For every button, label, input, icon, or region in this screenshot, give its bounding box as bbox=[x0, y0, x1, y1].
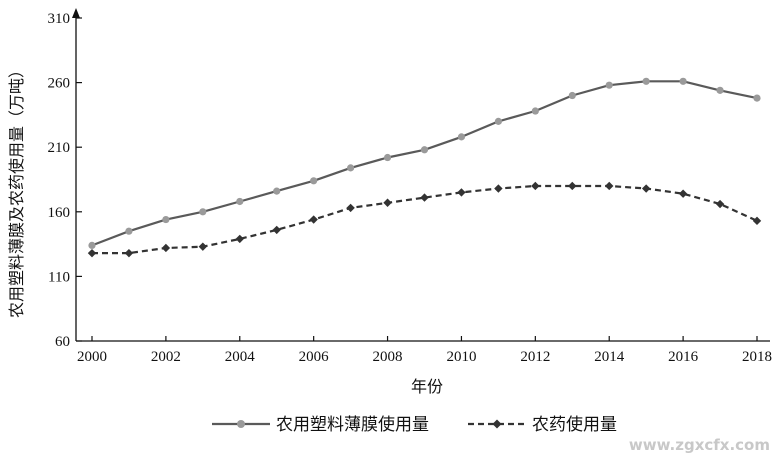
legend-marker-1 bbox=[237, 420, 245, 428]
x-ticks: 2000 2002 2004 2006 2008 2010 2012 2014 2016 2018 bbox=[77, 336, 772, 365]
x-tick-label: 2002 bbox=[151, 349, 181, 365]
data-point bbox=[457, 188, 466, 197]
data-point bbox=[87, 248, 97, 258]
data-point bbox=[347, 164, 355, 172]
data-point bbox=[568, 91, 576, 100]
data-point bbox=[605, 181, 614, 191]
y-tick-label: 160 bbox=[48, 205, 71, 221]
y-axis-title: 农用塑料薄膜及农药使用量（万吨） bbox=[7, 62, 26, 318]
data-point bbox=[642, 77, 650, 85]
data-point bbox=[310, 177, 318, 185]
data-point bbox=[235, 234, 244, 244]
y-tick-label: 260 bbox=[48, 76, 71, 92]
data-point bbox=[88, 241, 96, 249]
y-tick-label: 210 bbox=[48, 140, 71, 156]
legend-label-1: 农用塑料薄膜使用量 bbox=[276, 414, 429, 435]
x-tick-label: 2016 bbox=[668, 349, 699, 365]
x-tick-label: 2010 bbox=[446, 349, 476, 365]
axes bbox=[72, 8, 770, 342]
data-point bbox=[124, 248, 134, 258]
series-layer bbox=[87, 77, 762, 258]
x-tick-label: 2000 bbox=[77, 349, 107, 365]
y-tick-label: 310 bbox=[48, 11, 71, 27]
x-tick-label: 2012 bbox=[520, 349, 550, 365]
data-point bbox=[568, 181, 577, 191]
data-point bbox=[716, 86, 724, 94]
series-line-1 bbox=[91, 80, 758, 247]
x-tick-label: 2004 bbox=[225, 349, 256, 365]
x-tick-label: 2008 bbox=[373, 349, 403, 365]
y-tick-label: 110 bbox=[48, 269, 70, 285]
data-point bbox=[494, 184, 503, 193]
x-tick-label: 2018 bbox=[742, 349, 772, 365]
y-axis-arrow bbox=[72, 8, 80, 18]
data-point bbox=[383, 198, 392, 207]
data-point bbox=[198, 242, 208, 251]
watermark: www.zgxcfx.com bbox=[629, 436, 770, 454]
data-point bbox=[715, 199, 725, 209]
data-point bbox=[752, 216, 762, 226]
y-tick-label: 60 bbox=[55, 334, 70, 350]
data-point bbox=[531, 107, 539, 115]
data-point bbox=[236, 197, 244, 206]
y-ticks: 60 110 160 210 260 310 bbox=[48, 11, 82, 350]
data-point bbox=[161, 243, 171, 253]
x-tick-label: 2014 bbox=[594, 349, 625, 365]
data-point bbox=[678, 189, 688, 198]
data-point bbox=[641, 184, 651, 193]
data-point bbox=[383, 153, 392, 162]
x-tick-label: 2006 bbox=[299, 349, 330, 365]
x-axis-title: 年份 bbox=[411, 377, 443, 396]
legend: 农用塑料薄膜使用量 农药使用量 bbox=[212, 414, 617, 435]
data-point bbox=[531, 181, 540, 191]
data-point bbox=[125, 227, 133, 235]
data-point bbox=[273, 187, 281, 195]
legend-label-2: 农药使用量 bbox=[532, 414, 617, 435]
data-point bbox=[199, 208, 207, 216]
data-point bbox=[753, 94, 761, 102]
data-point bbox=[420, 193, 429, 202]
data-point bbox=[309, 215, 318, 224]
data-point bbox=[494, 117, 502, 125]
legend-marker-2 bbox=[492, 419, 502, 429]
data-point bbox=[605, 81, 613, 89]
data-point bbox=[420, 146, 429, 154]
data-point bbox=[457, 133, 466, 141]
data-point bbox=[346, 203, 355, 213]
data-point bbox=[162, 215, 170, 224]
data-point bbox=[679, 77, 687, 85]
data-point bbox=[272, 225, 281, 235]
